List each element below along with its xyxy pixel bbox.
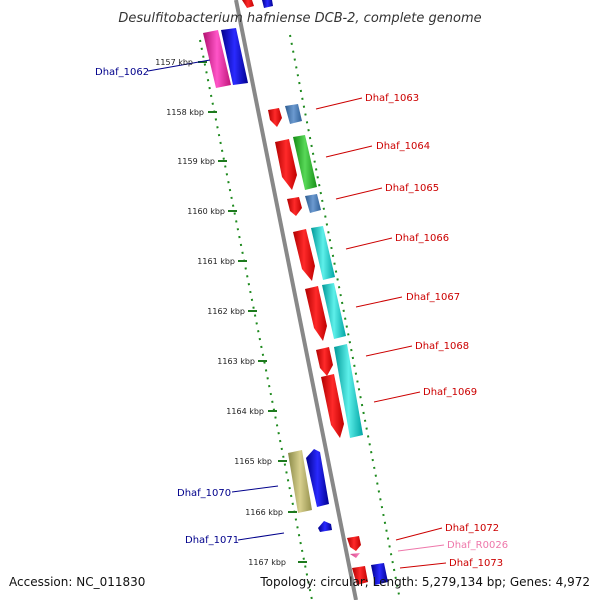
label-leader-lines xyxy=(147,59,447,569)
gene-label-dhaf-1070[interactable]: Dhaf_1070 xyxy=(177,488,231,499)
kbp-label-1161: 1161 kbp xyxy=(197,257,235,266)
leader-dhaf-1063 xyxy=(315,97,363,110)
gene-label-dhaf-1063[interactable]: Dhaf_1063 xyxy=(365,93,419,104)
gene-label-dhaf-1071[interactable]: Dhaf_1071 xyxy=(185,535,239,546)
gene-label-dhaf-1069[interactable]: Dhaf_1069 xyxy=(423,387,477,398)
kbp-label-1165: 1165 kbp xyxy=(234,457,272,466)
gene-dhaf-1071-blue xyxy=(318,521,332,532)
gene-label-dhaf-r0026[interactable]: Dhaf_R0026 xyxy=(447,540,508,551)
gene-dhaf-1065-steel xyxy=(305,194,321,213)
leader-dhaf-1072 xyxy=(395,527,443,541)
gene-track xyxy=(289,34,401,600)
gene-label-dhaf-1065[interactable]: Dhaf_1065 xyxy=(385,183,439,194)
genome-title: Desulfitobacterium hafniense DCB-2, comp… xyxy=(118,11,481,26)
kbp-label-1160: 1160 kbp xyxy=(187,207,225,216)
gene-dhaf-1067-red xyxy=(305,286,327,341)
genome-summary-text: Topology: circular; Length: 5,279,134 bp… xyxy=(259,575,590,589)
gene-label-dhaf-1073[interactable]: Dhaf_1073 xyxy=(449,558,503,569)
kbp-label-1162: 1162 kbp xyxy=(207,307,245,316)
kbp-label-1167: 1167 kbp xyxy=(248,558,286,567)
leader-dhaf-1064 xyxy=(325,145,373,158)
gene-dhaf-1062-magenta xyxy=(203,30,231,88)
gene-dhaf-1065-red xyxy=(287,197,302,216)
gene-top-cutoff xyxy=(262,0,273,8)
gene-label-dhaf-1066[interactable]: Dhaf_1066 xyxy=(395,233,449,244)
gene-dhaf-r0026-rna xyxy=(350,553,360,558)
gene-dhaf-1063-steel xyxy=(285,104,302,124)
gene-dhaf-1070-blue xyxy=(306,449,329,507)
gene-features xyxy=(203,0,388,585)
kbp-label-1164: 1164 kbp xyxy=(226,407,264,416)
kbp-label-1166: 1166 kbp xyxy=(245,508,283,517)
gene-label-dhaf-1072[interactable]: Dhaf_1072 xyxy=(445,523,499,534)
gene-dhaf-1072-red xyxy=(347,536,361,551)
kbp-label-1157: 1157 kbp xyxy=(155,58,193,67)
gene-label-dhaf-1068[interactable]: Dhaf_1068 xyxy=(415,341,469,352)
gene-dhaf-1069-red xyxy=(321,374,344,438)
leader-dhaf-1070 xyxy=(231,485,279,493)
leader-dhaf-r0026 xyxy=(397,544,445,552)
genome-backbone xyxy=(234,0,358,600)
gene-dhaf-1067-cyan xyxy=(322,283,346,339)
leader-dhaf-1069 xyxy=(373,391,421,403)
gene-dhaf-1064-red xyxy=(275,139,297,190)
gene-label-dhaf-1067[interactable]: Dhaf_1067 xyxy=(406,292,460,303)
gene-dhaf-1070-olive xyxy=(288,450,312,513)
gene-label-dhaf-1064[interactable]: Dhaf_1064 xyxy=(376,141,430,152)
gene-dhaf-1066-red xyxy=(293,229,315,281)
gene-dhaf-1066-cyan xyxy=(311,226,335,280)
gene-label-dhaf-1062[interactable]: Dhaf_1062 xyxy=(95,67,149,78)
kbp-label-1159: 1159 kbp xyxy=(177,157,215,166)
leader-dhaf-1066 xyxy=(345,237,393,250)
leader-dhaf-1068 xyxy=(365,345,413,357)
gene-dhaf-1061-arrow xyxy=(242,0,254,8)
leader-dhaf-1065 xyxy=(335,187,383,200)
gene-labels: Dhaf_1062 Dhaf_1063 Dhaf_1064 Dhaf_1065 … xyxy=(95,67,508,569)
leader-dhaf-1062 xyxy=(147,59,211,72)
leader-dhaf-1073 xyxy=(399,562,447,569)
gene-dhaf-1068-red xyxy=(316,347,333,376)
leader-dhaf-1071 xyxy=(237,532,285,541)
leader-dhaf-1067 xyxy=(355,296,403,308)
kbp-tick-labels: 1157 kbp 1158 kbp 1159 kbp 1160 kbp 1161… xyxy=(155,58,286,567)
gene-dhaf-1073-red xyxy=(352,566,368,585)
kbp-label-1163: 1163 kbp xyxy=(217,357,255,366)
gene-dhaf-1064-green xyxy=(293,135,317,190)
kbp-label-1158: 1158 kbp xyxy=(166,108,204,117)
gene-dhaf-1069-cyan xyxy=(334,344,363,438)
gene-dhaf-1063-red xyxy=(268,108,282,127)
accession-text: Accession: NC_011830 xyxy=(9,575,145,589)
gene-bottom-blue xyxy=(371,563,388,585)
gene-dhaf-1062-blue xyxy=(221,28,248,85)
